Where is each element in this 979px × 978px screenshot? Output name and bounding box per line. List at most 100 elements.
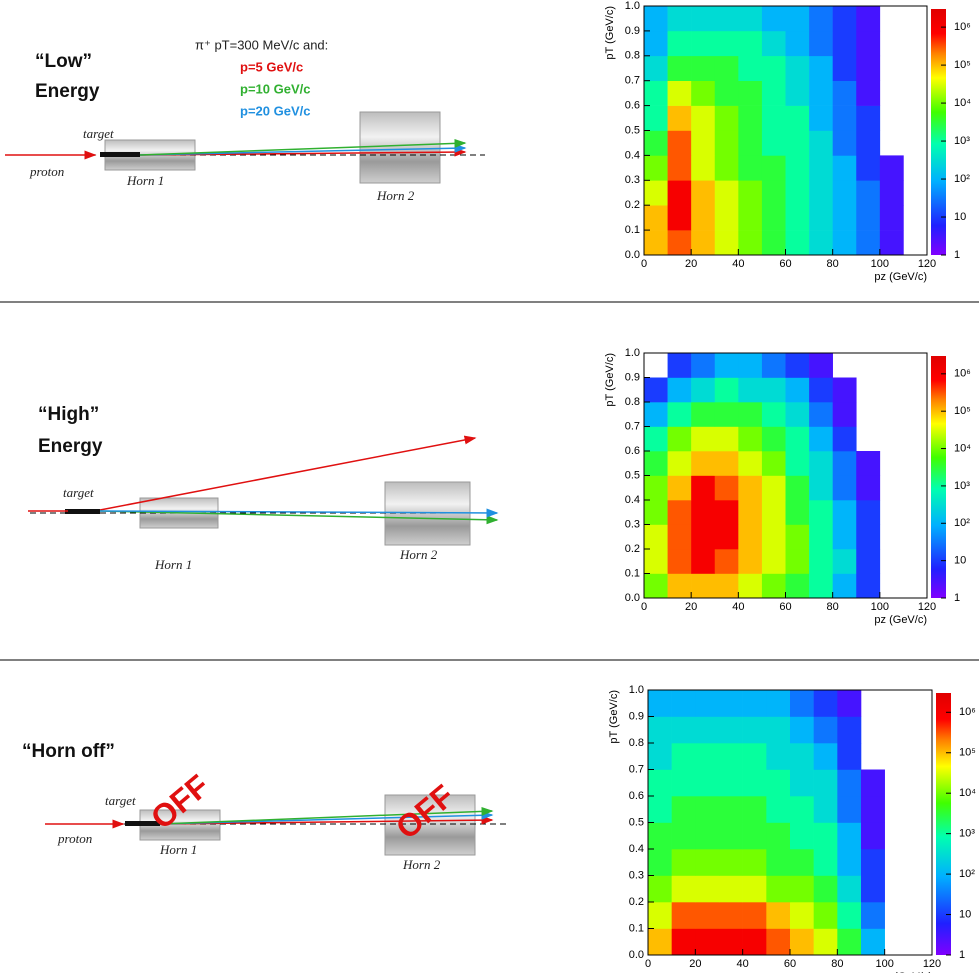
label: Horn 1: [154, 557, 192, 572]
track: [139, 138, 467, 156]
label: Horn 1: [159, 842, 197, 857]
heatmap-cell: [742, 875, 767, 903]
heatmap-cell: [832, 180, 857, 206]
heatmap-cell: [742, 690, 767, 717]
heatmap-cell: [719, 769, 743, 797]
heatmap-cell: [809, 105, 833, 131]
heatmap-cell: [714, 80, 739, 106]
legend-entry: p=20 GeV/c: [240, 103, 310, 118]
heatmap-cell: [695, 743, 720, 770]
colorbar-label: 10³: [954, 135, 970, 147]
x-tick-label: 60: [779, 601, 791, 613]
heatmap-cell: [667, 155, 692, 181]
heatmap-cell: [691, 80, 716, 106]
heatmap-cell: [695, 849, 720, 876]
heatmap-cell: [648, 743, 672, 770]
heatmap-cell: [761, 205, 786, 231]
heatmap-cell: [761, 353, 786, 378]
target: [100, 152, 140, 157]
heatmap-cell: [671, 769, 696, 797]
heatmap-cell: [691, 377, 716, 403]
y-axis-label: pT (GeV/c): [604, 6, 616, 60]
heatmap-cell: [648, 902, 672, 929]
heatmap-cell: [856, 180, 881, 206]
heatmap-cell: [648, 769, 672, 797]
heatmap-cell: [809, 130, 833, 156]
heatmap: 0 20 40 60 80 100 120 0.0 0.1 0.2 0.3 0.4 0.5 0.6 0.7 0…: [604, 0, 971, 283]
heatmap-cell: [832, 451, 857, 476]
heatmap-cell: [785, 451, 810, 476]
label: proton: [29, 164, 64, 179]
heatmap-cell: [644, 524, 668, 550]
heatmap-cell: [790, 743, 814, 770]
colorbar-label: 1: [959, 949, 965, 961]
heatmap-cell: [766, 849, 791, 876]
heatmap-cell: [813, 716, 838, 744]
heatmap-cell: [644, 230, 668, 256]
heatmap-cell: [644, 105, 668, 131]
colorbar: [931, 356, 946, 598]
heatmap-cell: [761, 180, 786, 206]
colorbar-label: 10⁴: [959, 787, 976, 799]
heatmap-cell: [785, 230, 810, 256]
heatmap-cell: [691, 205, 716, 231]
y-tick-label: 0.0: [625, 592, 640, 604]
heatmap-cell: [809, 451, 833, 476]
x-tick-label: 80: [827, 601, 839, 613]
heatmap-cell: [809, 524, 833, 550]
heatmap-cell: [761, 377, 786, 403]
heatmap-cell: [832, 500, 857, 525]
heatmap-cell: [691, 475, 716, 501]
heatmap-cell: [667, 353, 692, 378]
heatmap-cell: [766, 822, 791, 850]
heatmap-cell: [667, 6, 692, 32]
heatmap-cell: [714, 105, 739, 131]
heatmap-cell: [790, 822, 814, 850]
colorbar-label: 10³: [954, 480, 970, 492]
heatmap-cell: [738, 6, 763, 32]
heatmap-cell: [813, 849, 838, 876]
heatmap-cell: [856, 105, 881, 131]
heatmap-cell: [809, 353, 833, 378]
heatmap-cell: [738, 105, 763, 131]
x-tick-label: 40: [732, 258, 744, 270]
colorbar-label: 10: [954, 211, 966, 223]
y-tick-label: 0.1: [625, 224, 640, 236]
heatmap-cell: [837, 928, 862, 956]
heatmap-cell: [742, 902, 767, 929]
heatmap-cell: [691, 451, 716, 476]
heatmap-cell: [761, 451, 786, 476]
x-tick-label: 80: [831, 958, 843, 970]
y-tick-label: 0.8: [629, 737, 644, 749]
heatmap-cell: [644, 55, 668, 81]
heatmap-cell: [648, 796, 672, 823]
heatmap-cell: [790, 690, 814, 717]
heatmap-cell: [809, 573, 833, 599]
heatmap-cell: [738, 573, 763, 599]
heatmap-cell: [879, 180, 904, 206]
heatmap-cell: [856, 230, 881, 256]
heatmap-cell: [648, 875, 672, 903]
heatmap-cell: [714, 180, 739, 206]
y-tick-label: 1.0: [625, 0, 640, 12]
heatmap-cell: [856, 524, 881, 550]
heatmap-cell: [813, 822, 838, 850]
heatmap-cell: [691, 549, 716, 574]
heatmap-cell: [832, 426, 857, 452]
target: [125, 821, 160, 826]
heatmap-cell: [809, 549, 833, 574]
heatmap-cell: [644, 426, 668, 452]
track: [139, 143, 467, 156]
heatmap-cell: [766, 716, 791, 744]
heatmap-cell: [761, 524, 786, 550]
heatmap-cell: [671, 875, 696, 903]
heatmap-cell: [671, 822, 696, 850]
heatmap-cell: [644, 30, 668, 57]
heatmap-cell: [719, 902, 743, 929]
heatmap-cell: [644, 205, 668, 231]
heatmap-cell: [738, 80, 763, 106]
heatmap-cell: [785, 205, 810, 231]
heatmap-cell: [785, 30, 810, 57]
colorbar-label: 10⁴: [954, 442, 971, 454]
y-tick-label: 0.6: [629, 790, 644, 802]
